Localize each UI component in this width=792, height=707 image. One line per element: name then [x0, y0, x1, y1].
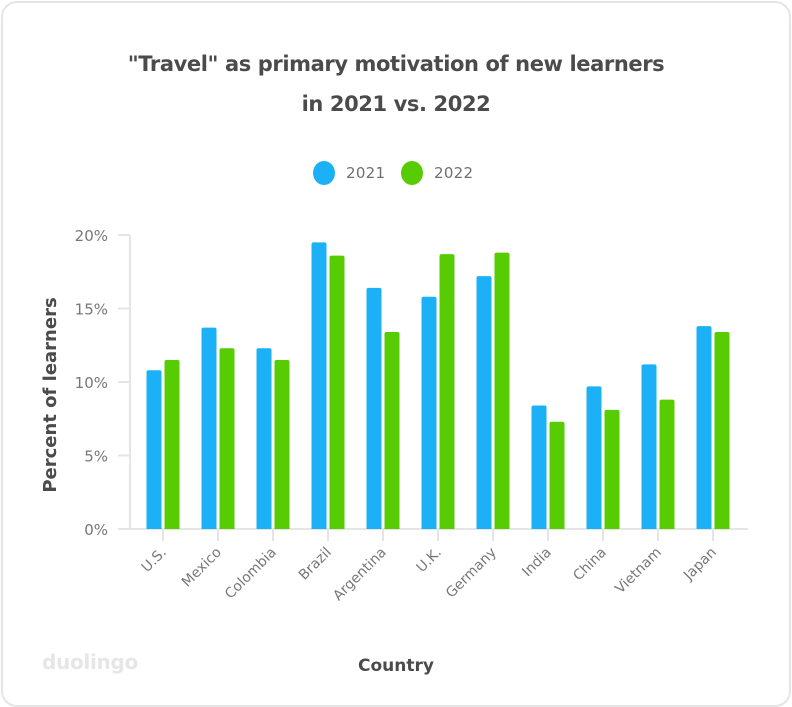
y-tick-label: 0% — [84, 521, 108, 539]
chart-title-line-1: "Travel" as primary motivation of new le… — [127, 52, 665, 76]
y-axis: 0% 5% 10% 15% 20% — [75, 227, 131, 539]
duolingo-logo: duolingo — [42, 650, 138, 674]
legend-dot-icon-2021 — [313, 161, 335, 185]
legend-label: 2021 — [346, 164, 386, 182]
bar-2022: U.K. 2022: 18.7% — [439, 254, 455, 530]
y-tick-label: 20% — [75, 227, 108, 245]
bar-2021: Colombia 2021: 12.3% — [256, 348, 272, 529]
chart-legend: 2021 2022 — [0, 160, 792, 186]
bars: U.S. 2021: 10.8%U.S. 2022: 11.5% Mexico 2… — [146, 242, 730, 530]
bar-2021: U.K. 2021: 15.8% — [421, 296, 437, 529]
bar-2022: Japan 2022: 13.4% — [714, 332, 730, 529]
y-tick-label: 15% — [75, 301, 108, 319]
bar-2022: U.S. 2022: 11.5% — [164, 359, 180, 529]
x-tick-label: Germany — [443, 545, 500, 602]
x-axis-title: Country — [358, 656, 434, 676]
x-tick-label: Vietnam — [612, 545, 665, 598]
chart-title: "Travel" as primary motivation of new le… — [0, 44, 792, 124]
bar-2021: China 2021: 9.7% — [586, 386, 602, 529]
bar-2021: Brazil 2021: 19.5% — [311, 242, 327, 529]
x-tick-label: India — [519, 545, 555, 581]
bar-2021: Japan 2021: 13.8% — [696, 326, 712, 529]
x-tick-label: Brazil — [296, 545, 335, 584]
x-tick-label: Colombia — [222, 545, 280, 603]
legend-label: 2022 — [434, 164, 474, 182]
x-tick-label: Mexico — [179, 545, 225, 591]
y-axis-title: Percent of learners — [40, 297, 61, 492]
x-tick-label: U.S. — [139, 545, 170, 576]
bar-2022: Mexico 2022: 12.3% — [219, 348, 235, 529]
legend-item-2021: 2021 — [313, 160, 385, 186]
y-tick-label: 5% — [84, 448, 108, 466]
bar-2022: Colombia 2022: 11.5% — [274, 359, 290, 529]
bar-2022: China 2022: 8.1% — [604, 409, 620, 529]
bar-2022: Germany 2022: 18.8% — [494, 252, 510, 529]
bar-2022: Vietnam 2022: 8.8% — [659, 399, 675, 529]
x-tick-label: Argentina — [330, 545, 390, 605]
bar-2021: India 2021: 8.4% — [531, 405, 547, 529]
bar-2021: U.S. 2021: 10.8% — [146, 370, 162, 529]
legend-item-2022: 2022 — [401, 160, 473, 186]
bar-2021: Mexico 2021: 13.7% — [201, 327, 217, 529]
bar-2021: Argentina 2021: 16.4% — [366, 287, 382, 529]
bar-2022: Brazil 2022: 18.6% — [329, 255, 345, 529]
x-tick-label: Japan — [680, 545, 720, 585]
x-tick-label: China — [570, 545, 610, 585]
bar-2021: Vietnam 2021: 11.2% — [641, 364, 657, 529]
bar-2022: Argentina 2022: 13.4% — [384, 332, 400, 529]
y-tick-label: 10% — [75, 374, 108, 392]
bar-2022: India 2022: 7.3% — [549, 421, 565, 529]
chart-title-line-2: in 2021 vs. 2022 — [301, 92, 491, 116]
bar-2021: Germany 2021: 17.2% — [476, 276, 492, 529]
legend-dot-icon-2022 — [401, 161, 423, 185]
x-tick-label: U.K. — [413, 545, 444, 576]
